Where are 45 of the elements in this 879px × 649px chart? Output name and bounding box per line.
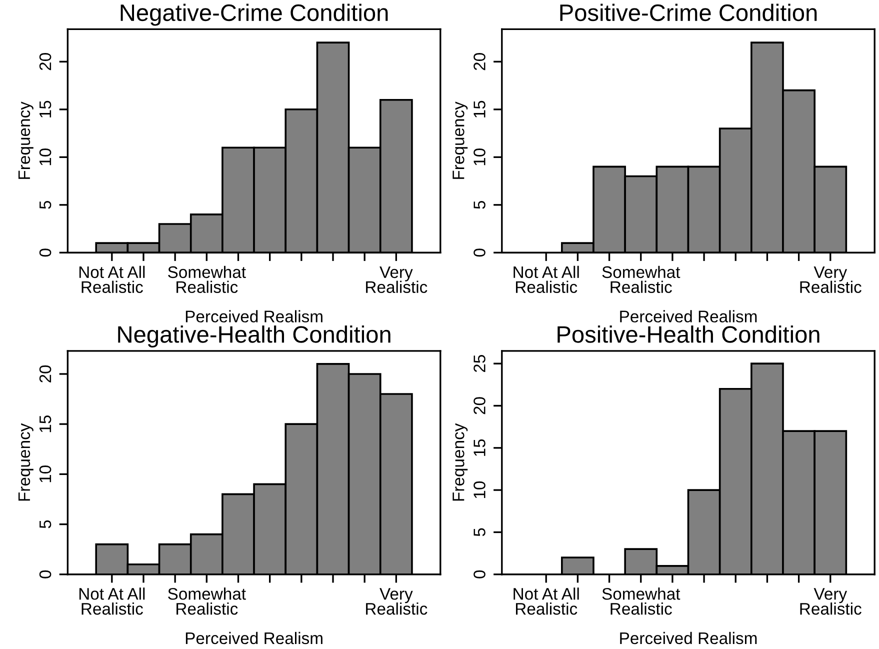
x-axis-title: Perceived Realism [620,310,757,322]
y-tick-label: 20 [39,53,52,70]
y-tick-label: 10 [39,148,52,166]
x-tick-label: Somewhat Realistic [168,266,246,293]
chart-title: Positive-Crime Condition [560,4,817,22]
x-tick-label: Somewhat Realistic [168,588,246,615]
y-axis-title: Frequency [452,423,468,501]
chart-title: Negative-Crime Condition [120,4,388,26]
x-tick-label: Not At All Realistic [79,266,145,293]
y-tick-label: 15 [40,100,52,118]
y-tick-label: 15 [40,416,52,432]
x-tick-label: Not At All Realistic [79,588,145,615]
x-tick-label: Very Realistic [366,588,428,615]
y-tick-label: 20 [474,397,486,414]
y-axis-title: Frequency [452,102,468,179]
y-tick-label: 15 [474,439,486,456]
x-tick-label: Very Realistic [800,266,862,293]
x-axis-title: Perceived Realism [186,632,322,644]
y-axis-title: Frequency [18,423,34,501]
x-axis-title: Perceived Realism [620,632,757,644]
x-tick-label: Very Realistic [366,266,428,293]
y-tick-label: 5 [474,528,486,536]
y-tick-label: 5 [40,200,52,209]
x-tick-label: Somewhat Realistic [602,266,680,293]
y-tick-label: 10 [39,466,52,482]
x-tick-label: Not At All Realistic [514,266,579,293]
x-tick-label: Somewhat Realistic [602,588,680,615]
y-tick-label: 10 [474,481,486,498]
chart-title: Negative-Health Condition [118,325,390,348]
y-tick-label: 20 [474,53,486,70]
x-axis-title: Perceived Realism [186,310,322,322]
y-tick-label: 5 [474,200,486,209]
y-tick-label: 25 [474,355,486,372]
y-tick-label: 10 [474,148,486,166]
y-tick-label: 0 [39,570,52,578]
y-tick-label: 0 [474,248,486,257]
y-tick-label: 20 [39,365,52,382]
y-tick-label: 15 [474,100,486,118]
y-tick-label: 0 [39,248,52,257]
y-tick-label: 5 [40,520,52,528]
y-axis-title: Frequency [18,102,34,179]
chart-title: Positive-Health Condition [558,325,820,343]
x-tick-label: Very Realistic [800,588,862,615]
x-tick-label: Not At All Realistic [514,588,579,615]
y-tick-label: 0 [474,570,486,578]
